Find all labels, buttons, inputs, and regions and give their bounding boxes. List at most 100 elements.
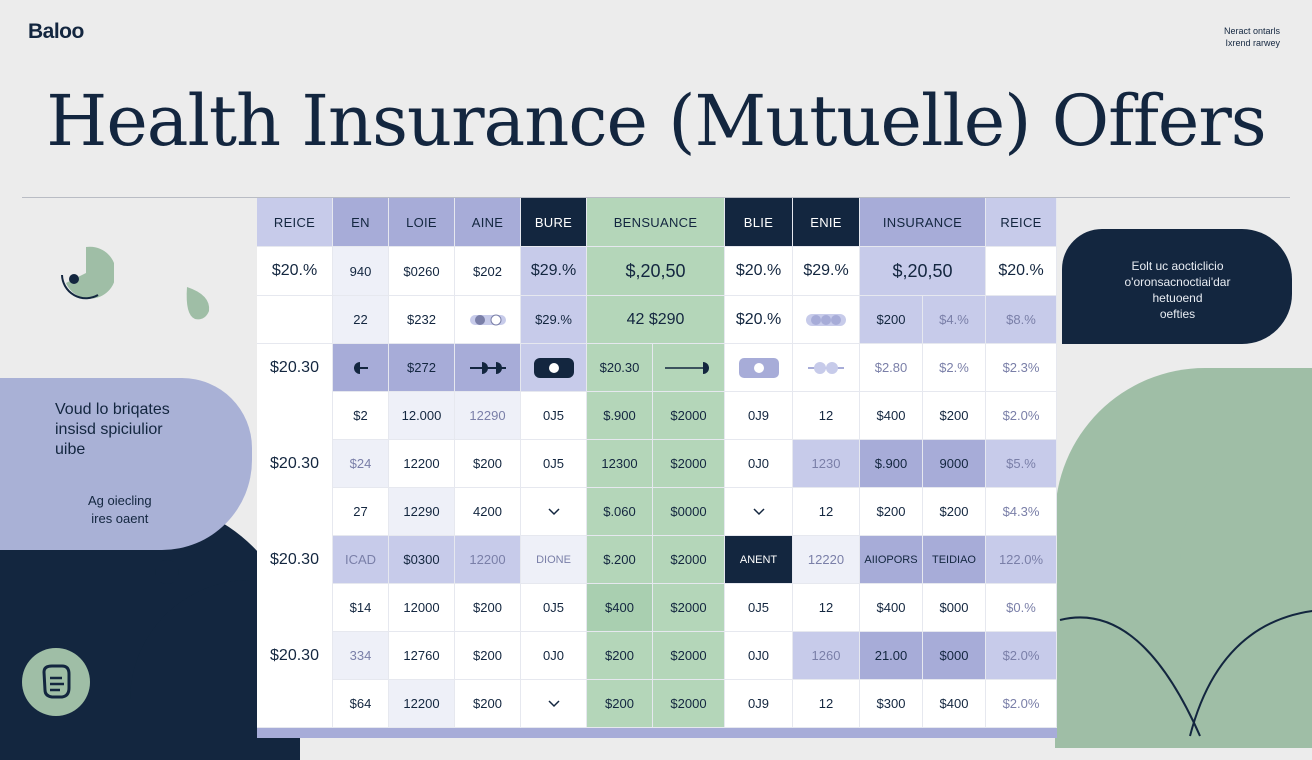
chevron-down-icon[interactable] xyxy=(725,488,793,536)
table-cell: $20.30 xyxy=(257,344,333,392)
chevron-down-icon[interactable] xyxy=(521,488,587,536)
page-title: Health Insurance (Mutuelle) Offers xyxy=(46,80,1266,162)
table-cell: $2.3% xyxy=(986,344,1057,392)
top-right-note-line2: Ixrend rarwey xyxy=(1225,38,1280,48)
table-cell: $400 xyxy=(860,392,923,440)
table-cell: 12200 xyxy=(389,440,455,488)
table-cell: DIONE xyxy=(521,536,587,584)
table-cell: $232 xyxy=(389,296,455,344)
table-cell: 0J9 xyxy=(725,392,793,440)
table-cell: $200 xyxy=(860,296,923,344)
table-cell: $64 xyxy=(333,680,389,728)
table-cell xyxy=(257,392,333,440)
table-cell: $400 xyxy=(860,584,923,632)
column-header[interactable]: ENIE xyxy=(793,198,860,247)
table-row: $20.30 334 12760 $200 0J0 $200 $2000 0J0… xyxy=(257,632,1057,680)
table-cell: $2000 xyxy=(653,680,725,728)
left-bubble-text: Voud lo briqates insisd spiciulior uibe xyxy=(55,400,170,460)
column-header[interactable]: EN xyxy=(333,198,389,247)
right-speech-bubble xyxy=(1062,229,1292,344)
table-row: $20.30 ICAD $0300 12200 DIONE $.200 $200… xyxy=(257,536,1057,584)
table-row: $14 12000 $200 0J5 $400 $2000 0J5 12 $40… xyxy=(257,584,1057,632)
column-header[interactable]: BURE xyxy=(521,198,587,247)
table-cell: $2000 xyxy=(653,440,725,488)
table-cell: 12290 xyxy=(389,488,455,536)
leaf-icon xyxy=(183,285,211,321)
table-cell: $2.0% xyxy=(986,632,1057,680)
slider-icon[interactable] xyxy=(653,344,725,392)
table-cell: 9000 xyxy=(923,440,986,488)
column-header[interactable]: REICE xyxy=(986,198,1057,247)
table-cell: 1260 xyxy=(793,632,860,680)
column-header[interactable]: BENSUANCE xyxy=(587,198,725,247)
table-cell: $200 xyxy=(455,440,521,488)
toggle-icon[interactable] xyxy=(725,344,793,392)
table-cell: $,20,50 xyxy=(860,247,986,296)
table-cell: $000 xyxy=(923,584,986,632)
toggle-icon[interactable] xyxy=(793,344,860,392)
column-header[interactable]: INSURANCE xyxy=(860,198,986,247)
table-cell xyxy=(257,488,333,536)
table-cell xyxy=(257,584,333,632)
toggle-icon[interactable] xyxy=(455,296,521,344)
table-cell: $202 xyxy=(455,247,521,296)
table-cell: $29.% xyxy=(521,247,587,296)
brand-logo[interactable]: Baloo xyxy=(28,20,84,43)
tooth-icon[interactable] xyxy=(22,648,90,716)
table-row: $20.% 940 $0260 $202 $29.% $,20,50 $20.%… xyxy=(257,247,1057,296)
right-bubble-line3: hetuoend xyxy=(1152,291,1203,305)
table-row: $20.30 $272 $20.30 $2.80 $2.% $2.3% xyxy=(257,344,1057,392)
dots-icon[interactable] xyxy=(793,296,860,344)
table-cell: 12 xyxy=(793,392,860,440)
table-cell: $24 xyxy=(333,440,389,488)
table-cell: $200 xyxy=(923,488,986,536)
table-cell: $.060 xyxy=(587,488,653,536)
table-cell xyxy=(257,680,333,728)
table-cell: $200 xyxy=(455,584,521,632)
table-cell: 22 xyxy=(333,296,389,344)
table-cell: $20.% xyxy=(725,296,793,344)
column-header[interactable]: REICE xyxy=(257,198,333,247)
right-bubble-line2: o'oronsacnoctiai'dar xyxy=(1124,275,1231,289)
green-dot xyxy=(1208,369,1252,413)
left-bubble-line2: insisd spiciulior xyxy=(55,421,163,438)
chevron-down-icon[interactable] xyxy=(521,680,587,728)
column-header[interactable]: AINE xyxy=(455,198,521,247)
column-header[interactable]: BLIE xyxy=(725,198,793,247)
left-bubble-subtext: Ag oiecling ires oaent xyxy=(88,492,152,528)
table-cell: 0J5 xyxy=(521,584,587,632)
top-right-note: Neract ontarls Ixrend rarwey xyxy=(1224,25,1280,49)
left-bubble-sub-line2: ires oaent xyxy=(91,511,149,526)
table-cell: $2.80 xyxy=(860,344,923,392)
left-bubble-line3: uibe xyxy=(55,441,86,458)
toggle-icon[interactable] xyxy=(455,344,521,392)
table-cell: 0J0 xyxy=(521,632,587,680)
table-cell: $14 xyxy=(333,584,389,632)
table-cell: $20.30 xyxy=(587,344,653,392)
table-cell: $5.% xyxy=(986,440,1057,488)
table-footer-strip xyxy=(257,728,1057,738)
table-cell: $2000 xyxy=(653,584,725,632)
table-cell: ANENT xyxy=(725,536,793,584)
table-cell: $2 xyxy=(333,392,389,440)
table-cell: $4.3% xyxy=(986,488,1057,536)
table-cell: 0J5 xyxy=(521,392,587,440)
table-cell: $2.0% xyxy=(986,680,1057,728)
toggle-icon[interactable] xyxy=(521,344,587,392)
table-cell: 12200 xyxy=(389,680,455,728)
table-cell: $000 xyxy=(923,632,986,680)
toggle-icon[interactable] xyxy=(333,344,389,392)
right-bubble-line4: oefties xyxy=(1159,307,1196,321)
table-cell: $300 xyxy=(860,680,923,728)
table-cell: $200 xyxy=(860,488,923,536)
top-right-note-line1: Neract ontarls xyxy=(1223,26,1280,36)
table-cell: $200 xyxy=(587,632,653,680)
table-header-row: REICE EN LOIE AINE BURE BENSUANCE BLIE E… xyxy=(257,198,1057,247)
table-cell: $400 xyxy=(923,680,986,728)
table-row: 27 12290 4200 $.060 $0000 12 $200 $200 $… xyxy=(257,488,1057,536)
table-cell: 940 xyxy=(333,247,389,296)
column-header[interactable]: LOIE xyxy=(389,198,455,247)
table-cell: $2000 xyxy=(653,536,725,584)
table-cell: $0000 xyxy=(653,488,725,536)
table-cell: $0260 xyxy=(389,247,455,296)
